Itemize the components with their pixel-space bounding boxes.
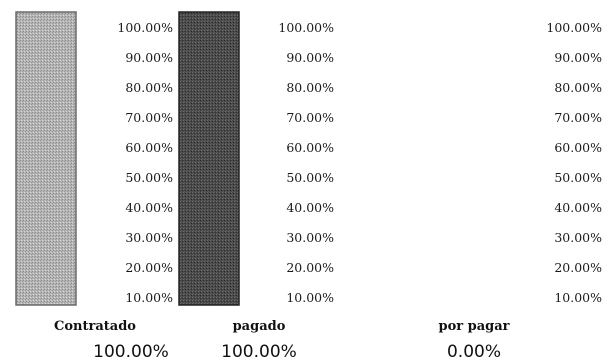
- y-tick-label: 50.00%: [286, 170, 334, 185]
- y-tick-label: 100.00%: [278, 20, 334, 35]
- y-tick-label: 30.00%: [125, 230, 173, 245]
- category-label: Contratado: [54, 319, 136, 334]
- chart-panel-1: 10.00% 20.00% 30.00% 40.00% 50.00% 60.00% 70.0…: [15, 11, 173, 362]
- bar-pagado: [178, 11, 240, 306]
- y-tick-label: 40.00%: [286, 200, 334, 215]
- value-label: 0.00%: [447, 342, 501, 362]
- y-tick-label: 80.00%: [125, 80, 173, 95]
- y-tick-label: 70.00%: [125, 110, 173, 125]
- y-tick-label: 10.00%: [125, 290, 173, 305]
- y-tick-label: 20.00%: [125, 260, 173, 275]
- y-tick-label: 90.00%: [554, 50, 602, 65]
- bar-contratado: [15, 11, 77, 306]
- y-tick-label: 60.00%: [554, 140, 602, 155]
- y-tick-label: 20.00%: [554, 260, 602, 275]
- y-tick-label: 50.00%: [554, 170, 602, 185]
- chart-panel-2: 10.00% 20.00% 30.00% 40.00% 50.00% 60.00% 70.0…: [178, 11, 334, 362]
- y-tick-label: 80.00%: [554, 80, 602, 95]
- y-tick-label: 40.00%: [125, 200, 173, 215]
- y-tick-label: 50.00%: [125, 170, 173, 185]
- value-label: 100.00%: [221, 342, 297, 362]
- y-tick-label: 90.00%: [125, 50, 173, 65]
- y-tick-label: 60.00%: [286, 140, 334, 155]
- y-tick-label: 60.00%: [125, 140, 173, 155]
- y-tick-label: 40.00%: [554, 200, 602, 215]
- y-tick-label: 30.00%: [554, 230, 602, 245]
- y-tick-label: 20.00%: [286, 260, 334, 275]
- y-tick-label: 30.00%: [286, 230, 334, 245]
- y-tick-label: 100.00%: [546, 20, 602, 35]
- y-tick-label: 90.00%: [286, 50, 334, 65]
- y-tick-label: 10.00%: [286, 290, 334, 305]
- value-label: 100.00%: [93, 342, 169, 362]
- y-tick-label: 70.00%: [286, 110, 334, 125]
- y-tick-label: 100.00%: [117, 20, 173, 35]
- chart-panel-3: 10.00% 20.00% 30.00% 40.00% 50.00% 60.00% 70.0…: [438, 20, 602, 362]
- category-label: por pagar: [438, 319, 509, 334]
- y-tick-label: 70.00%: [554, 110, 602, 125]
- y-tick-label: 80.00%: [286, 80, 334, 95]
- y-tick-label: 10.00%: [554, 290, 602, 305]
- category-label: pagado: [233, 319, 286, 334]
